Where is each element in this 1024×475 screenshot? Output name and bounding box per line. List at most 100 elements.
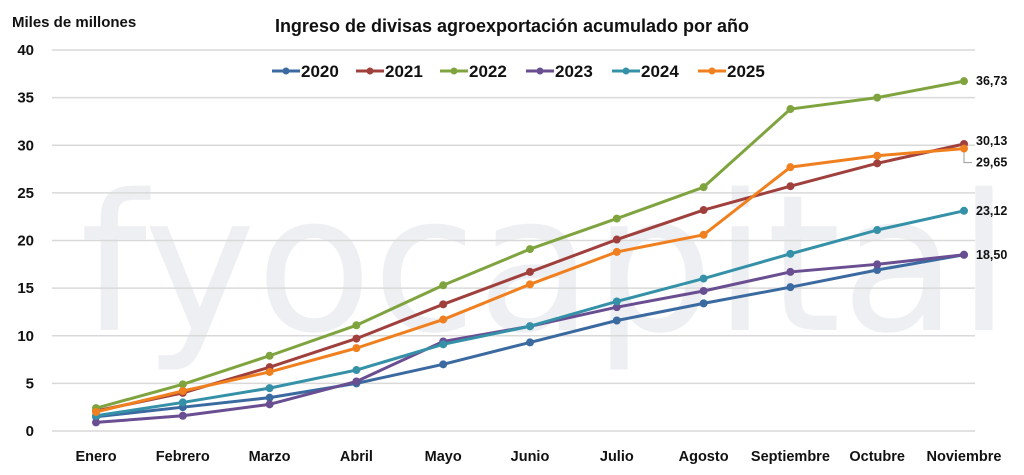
data-point [873,93,882,102]
x-tick-label: Marzo [249,449,291,465]
data-point [526,267,534,276]
end-label-2025: 29,65 [976,156,1007,170]
end-labels: 18,50 30,13 36,73 23,12 29,65 [963,74,1007,262]
x-tick-label: Octubre [849,449,905,465]
data-point [178,398,187,407]
y-tick-label: 25 [17,185,34,202]
data-point [873,266,882,275]
end-label-2022: 36,73 [976,74,1007,88]
data-point [786,267,795,276]
legend-label: 2025 [727,62,765,81]
data-point [873,260,882,269]
end-label-2020: 18,50 [976,248,1007,262]
data-point [612,297,621,306]
leader-line [963,152,972,164]
legend-marker [282,67,290,75]
x-tick-label: Septiembre [751,449,830,465]
data-point [526,245,534,254]
data-point [439,315,448,324]
x-tick-label: Noviembre [927,449,1002,465]
data-point [699,183,708,192]
data-point [439,340,448,349]
data-point [873,226,882,235]
data-point [352,321,361,330]
data-point [352,334,361,343]
data-point [526,322,534,331]
legend-label: 2024 [641,62,679,81]
data-point [265,393,274,402]
y-axis-ticks: 0 5 10 15 20 25 30 35 40 [17,42,34,440]
data-point [265,400,274,409]
data-point [699,299,708,308]
x-axis-ticks: Enero Febrero Marzo Abril Mayo Junio Julio Agos… [75,449,1001,465]
data-point [699,230,708,239]
data-point [873,151,882,160]
data-point [612,235,621,244]
data-point [178,386,187,395]
x-tick-label: Abril [340,449,373,465]
data-point [786,182,795,191]
legend-label: 2020 [301,62,339,81]
y-tick-label: 5 [26,375,34,392]
data-point [92,407,100,416]
data-point [786,249,795,258]
legend-marker [708,67,716,75]
x-tick-label: Julio [600,449,634,465]
series-group [92,77,968,427]
x-tick-label: Junio [511,449,550,465]
data-point [960,144,968,153]
data-point [178,380,187,389]
legend-label: 2023 [555,62,593,81]
legend-marker [450,67,458,75]
end-label-2024: 23,12 [976,204,1007,218]
data-point [786,105,795,114]
y-tick-label: 30 [17,137,34,154]
x-tick-label: Febrero [156,449,210,465]
legend-marker [622,67,630,75]
data-point [439,360,448,369]
data-point [439,281,448,290]
data-point [612,214,621,223]
data-point [612,316,621,325]
x-tick-label: Enero [75,449,116,465]
legend-item-2025: 2025 [698,62,765,81]
data-point [265,384,274,393]
data-point [265,351,274,360]
data-point [960,250,968,259]
legend-label: 2021 [385,62,423,81]
x-tick-label: Agosto [679,449,729,465]
data-point [92,418,100,427]
y-tick-label: 10 [17,328,34,345]
data-point [699,206,708,215]
legend-marker [536,67,544,75]
gridlines [52,49,975,432]
legend-item-2022: 2022 [440,62,507,81]
series-2024 [92,206,968,420]
data-point [526,280,534,289]
legend-item-2024: 2024 [612,62,679,81]
data-point [612,303,621,312]
data-point [873,159,882,168]
data-point [178,411,187,420]
data-point [699,274,708,283]
legend-item-2023: 2023 [526,62,593,81]
series-2022 [92,77,968,413]
chart-title: Ingreso de divisas agroexportación acumu… [275,16,749,36]
data-point [612,247,621,256]
data-point [526,338,534,347]
y-tick-label: 15 [17,280,34,297]
y-axis-title: Miles de millones [12,14,136,31]
data-point [960,206,968,215]
data-point [786,283,795,292]
y-tick-label: 0 [26,423,34,440]
legend-item-2020: 2020 [272,62,339,81]
data-point [960,77,968,86]
legend: 2020 2021 2022 2023 2024 2025 [272,62,765,81]
data-point [352,344,361,353]
y-tick-label: 40 [17,42,34,59]
legend-marker [366,67,374,75]
legend-item-2021: 2021 [356,62,423,81]
data-point [699,286,708,295]
data-point [786,163,795,172]
